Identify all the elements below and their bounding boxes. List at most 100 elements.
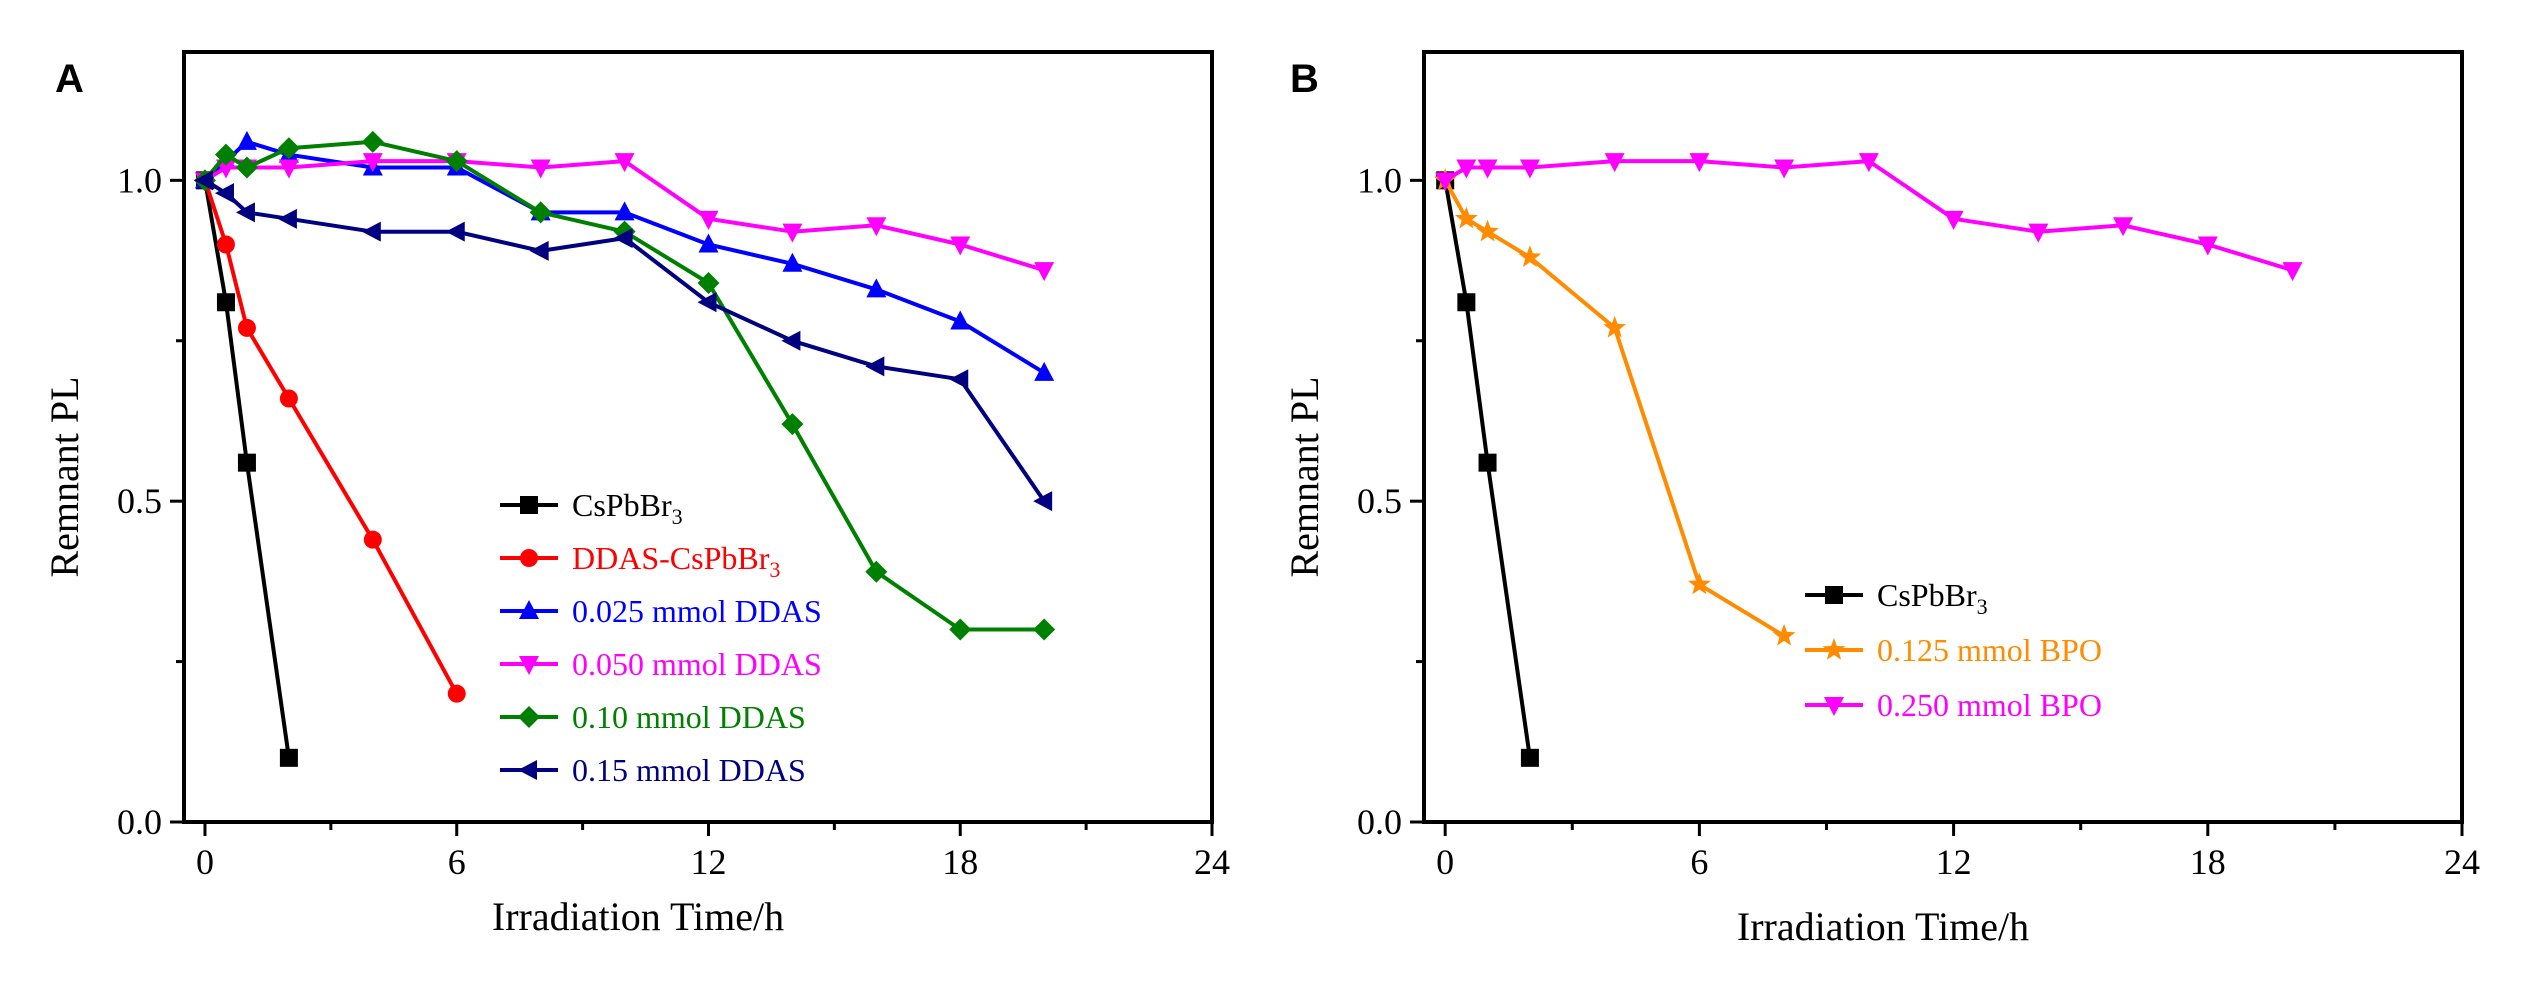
x-tick-label: 6 [448,842,466,882]
legend-marker [1822,638,1846,660]
y-axis-title: Remnant PL [42,376,87,577]
data-point [1858,153,1879,173]
data-point [529,240,549,261]
series-0-15-mmol-ddas [193,170,1053,512]
legend-marker [519,600,539,619]
legend-label: 0.125 mmol BPO [1877,632,2102,668]
data-point [277,137,300,160]
legend-label: CsPbBr3 [572,487,683,529]
data-point [1604,153,1625,173]
legend-label-text: CsPbBr [572,487,672,523]
data-point [950,310,971,330]
data-point [1456,159,1477,179]
legend-marker [1825,586,1843,604]
data-point [2282,262,2303,282]
x-tick-label: 6 [1690,842,1708,882]
data-point [697,272,720,294]
x-tick-label: 12 [690,842,726,882]
data-point [277,208,297,229]
x-tick-label: 18 [2190,842,2226,882]
data-point [361,130,384,153]
series-cspbbr3 [1436,171,1539,767]
series-0-10-mmol-ddas [193,130,1056,641]
series-line [1443,179,1786,638]
data-point [1772,623,1796,646]
legend-label: CsPbBr3 [1877,577,1988,619]
series-line [203,139,1046,375]
legend-label-text: 0.050 mmol DDAS [572,646,822,682]
data-point [1435,172,1456,192]
data-point [782,252,803,272]
data-point [214,183,234,204]
legend-label-text: 0.250 mmol BPO [1877,687,2102,723]
legend-entry: CsPbBr3 [500,487,683,529]
data-point [614,153,635,173]
panel-b: B 0 6 12 18 24 0.0 0.5 1.0 Irradiation Time/h Remn… [1282,50,2480,949]
data-point [2197,236,2218,256]
series-line [1444,159,2294,273]
data-point [445,221,465,242]
legend-label: 0.250 mmol BPO [1877,687,2102,723]
data-point [279,389,298,408]
legend-label-subscript: 3 [769,557,780,582]
series-line [203,179,459,695]
data-point [2113,217,2134,237]
panel-letter: B [1290,57,1319,101]
data-point [361,221,381,242]
series-line [203,179,291,759]
legend-entry: CsPbBr3 [1805,577,1988,619]
panel-a: A 0 6 12 18 24 0.0 0.5 1.0 Irradiation Time/h Remn… [42,50,1230,939]
data-point [1520,748,1539,767]
legend-label-text: 0.025 mmol DDAS [572,593,822,629]
panel-letter: A [55,57,84,101]
legend-marker [520,549,538,567]
data-point [236,130,257,150]
data-point [1457,293,1476,312]
data-point [193,170,213,191]
y-tick-label: 0.5 [1357,481,1402,521]
data-point [529,201,552,224]
legend-entry: 0.025 mmol DDAS [500,593,822,629]
legend-label-text: 0.10 mmol DDAS [572,699,806,735]
data-point [782,223,803,243]
y-tick-label: 0.0 [1357,802,1402,842]
legend-label-subscript: 3 [672,504,683,529]
data-point [866,278,887,298]
legend-marker [520,496,538,514]
legend-label-text: CsPbBr [1877,577,1977,613]
y-tick-label: 1.0 [1357,160,1402,200]
x-tick-label: 24 [2444,842,2480,882]
legend-marker [1824,697,1844,716]
y-tick-label: 0.5 [117,481,162,521]
legend-marker [518,760,537,780]
legend-marker [519,656,539,675]
data-point [1774,159,1795,179]
data-point [216,293,235,312]
data-point [1034,262,1055,282]
data-point [866,217,887,237]
legend-entry: 0.250 mmol BPO [1805,687,2102,723]
y-tick-label: 1.0 [117,160,162,200]
data-point [1034,361,1055,381]
data-point [1688,572,1711,595]
data-point [614,201,635,221]
data-point [279,748,298,767]
data-point [613,228,633,249]
x-axis-title: Irradiation Time/h [492,894,784,939]
legend-entry: 0.10 mmol DDAS [500,699,806,735]
legend-label-text: 0.15 mmol DDAS [572,752,806,788]
legend-label: 0.15 mmol DDAS [572,752,806,788]
legend-entry: DDAS-CsPbBr3 [500,540,780,582]
legend-label-text: DDAS-CsPbBr [572,540,770,576]
x-tick-label: 0 [1436,842,1454,882]
data-point [1033,491,1053,512]
x-tick-label: 24 [1194,842,1230,882]
data-point [216,235,235,254]
data-point [278,159,299,179]
data-point [698,210,719,230]
plot-frame [182,50,1214,824]
data-point [445,150,468,173]
data-point [950,236,971,256]
data-point [698,233,719,253]
